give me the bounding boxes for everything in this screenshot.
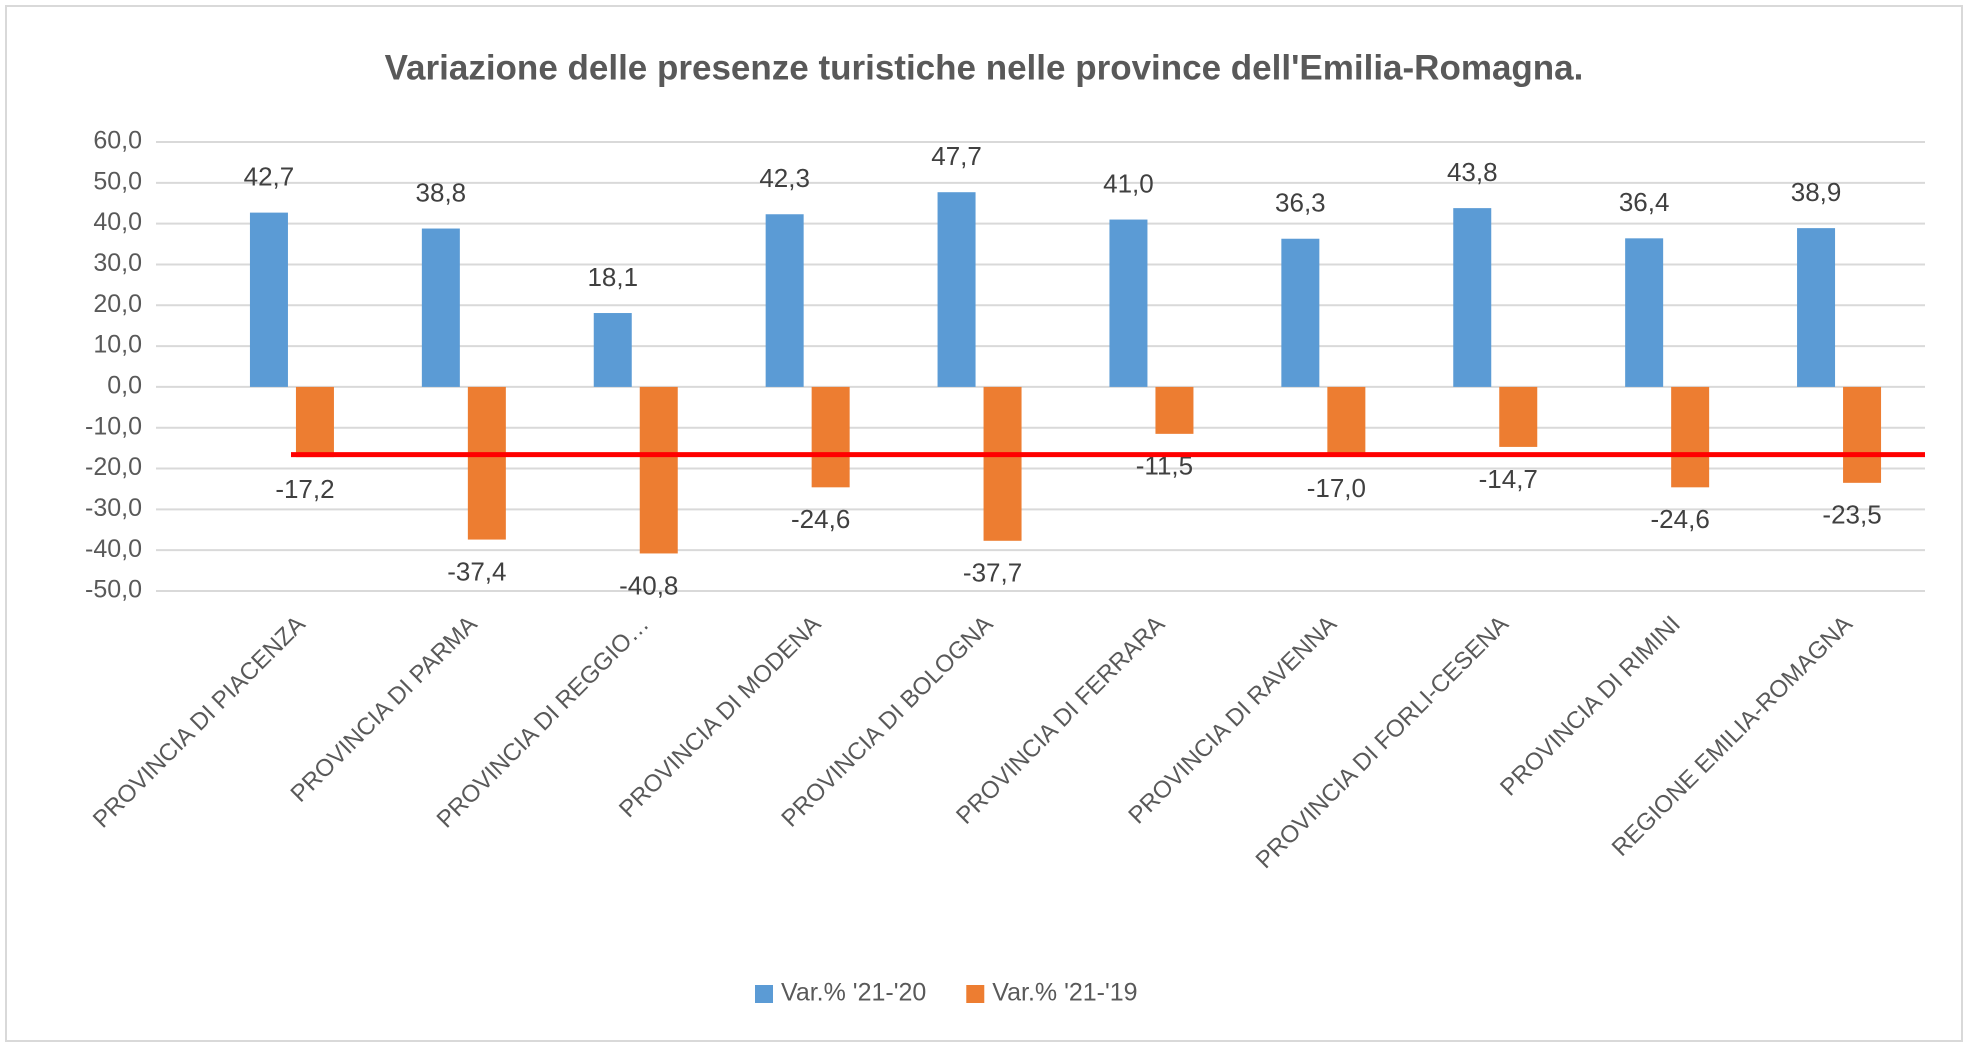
y-tick-label: 20,0 xyxy=(93,290,142,318)
bar xyxy=(1843,386,1882,483)
bar xyxy=(421,228,460,387)
bar xyxy=(639,386,678,554)
legend-swatch xyxy=(755,985,773,1003)
data-label: -24,6 xyxy=(791,504,850,534)
bar xyxy=(1499,386,1538,447)
y-tick-label: -40,0 xyxy=(85,535,142,563)
bar xyxy=(295,386,334,458)
legend-swatch xyxy=(966,985,985,1003)
y-tick-label: 30,0 xyxy=(93,249,142,277)
y-tick-label: 10,0 xyxy=(93,331,142,359)
bar xyxy=(467,386,506,540)
bar xyxy=(1155,386,1194,434)
data-label: -37,4 xyxy=(447,556,506,586)
y-tick-label: 40,0 xyxy=(93,208,142,236)
y-tick-label: 0,0 xyxy=(107,372,142,400)
bar xyxy=(1281,238,1320,387)
data-label: -24,6 xyxy=(1651,504,1710,534)
data-label: 38,8 xyxy=(416,177,467,207)
data-label: 43,8 xyxy=(1447,157,1498,187)
y-tick-label: 50,0 xyxy=(93,167,142,195)
bar xyxy=(1797,228,1836,387)
data-label: -17,2 xyxy=(275,474,334,504)
bar xyxy=(593,313,632,387)
y-tick-label: 60,0 xyxy=(93,127,142,155)
bar xyxy=(1671,386,1710,488)
y-tick-label: -10,0 xyxy=(85,412,142,440)
data-label: -40,8 xyxy=(619,570,678,600)
data-label: 36,3 xyxy=(1275,188,1326,218)
bar xyxy=(1453,208,1492,387)
data-label: 42,3 xyxy=(759,163,810,193)
y-tick-label: -30,0 xyxy=(85,494,142,522)
y-tick-label: -20,0 xyxy=(85,453,142,481)
legend-label: Var.% '21-'20 xyxy=(781,979,926,1007)
bar xyxy=(1327,386,1366,457)
data-label: 36,4 xyxy=(1619,187,1670,217)
bar xyxy=(249,212,288,387)
data-label: 41,0 xyxy=(1103,168,1154,198)
data-label: 47,7 xyxy=(931,141,982,171)
bar xyxy=(937,192,976,387)
data-label: -23,5 xyxy=(1822,500,1881,530)
bar xyxy=(1109,219,1148,387)
y-tick-label: -50,0 xyxy=(85,576,142,604)
bar xyxy=(811,386,850,488)
data-label: 18,1 xyxy=(587,262,638,292)
bar xyxy=(765,214,804,387)
data-label: 38,9 xyxy=(1791,177,1842,207)
chart-title: Variazione delle presenze turistiche nel… xyxy=(385,48,1584,87)
data-label: 42,7 xyxy=(244,161,295,191)
data-label: -37,7 xyxy=(963,558,1022,588)
data-label: -17,0 xyxy=(1307,473,1366,503)
data-label: -14,7 xyxy=(1479,464,1538,494)
bar xyxy=(1625,238,1664,387)
legend-label: Var.% '21-'19 xyxy=(992,979,1137,1007)
bar xyxy=(983,386,1022,541)
